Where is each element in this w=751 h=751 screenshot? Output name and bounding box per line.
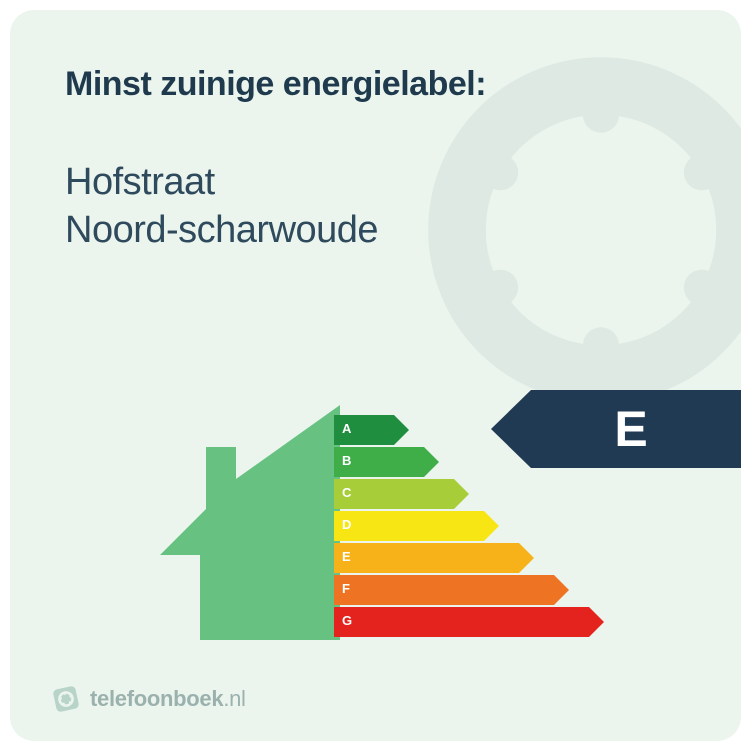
card-title: Minst zuinige energielabel: xyxy=(65,65,686,104)
bar-label: C xyxy=(342,485,351,500)
address-block: Hofstraat Noord-scharwoude xyxy=(65,159,686,254)
bar-label: D xyxy=(342,517,351,532)
result-letter: E xyxy=(491,390,741,468)
address-city: Noord-scharwoude xyxy=(65,207,686,255)
bar-label: B xyxy=(342,453,351,468)
energy-bar-f: F xyxy=(334,575,664,605)
energy-bar-e: E xyxy=(334,543,664,573)
energy-label-card: Minst zuinige energielabel: Hofstraat No… xyxy=(10,10,741,741)
brand-name: telefoonboek.nl xyxy=(90,686,246,712)
energy-bar-c: C xyxy=(334,479,664,509)
bar-label: F xyxy=(342,581,350,596)
brand-thin: .nl xyxy=(223,686,245,711)
energy-bar-g: G xyxy=(334,607,664,637)
bar-label: E xyxy=(342,549,351,564)
bar-label: G xyxy=(342,613,352,628)
brand-footer: telefoonboek.nl xyxy=(52,685,246,713)
house-icon xyxy=(160,405,340,640)
brand-icon xyxy=(52,685,80,713)
brand-bold: telefoonboek xyxy=(90,686,223,711)
bar-label: A xyxy=(342,421,351,436)
address-street: Hofstraat xyxy=(65,159,686,207)
energy-bar-d: D xyxy=(334,511,664,541)
